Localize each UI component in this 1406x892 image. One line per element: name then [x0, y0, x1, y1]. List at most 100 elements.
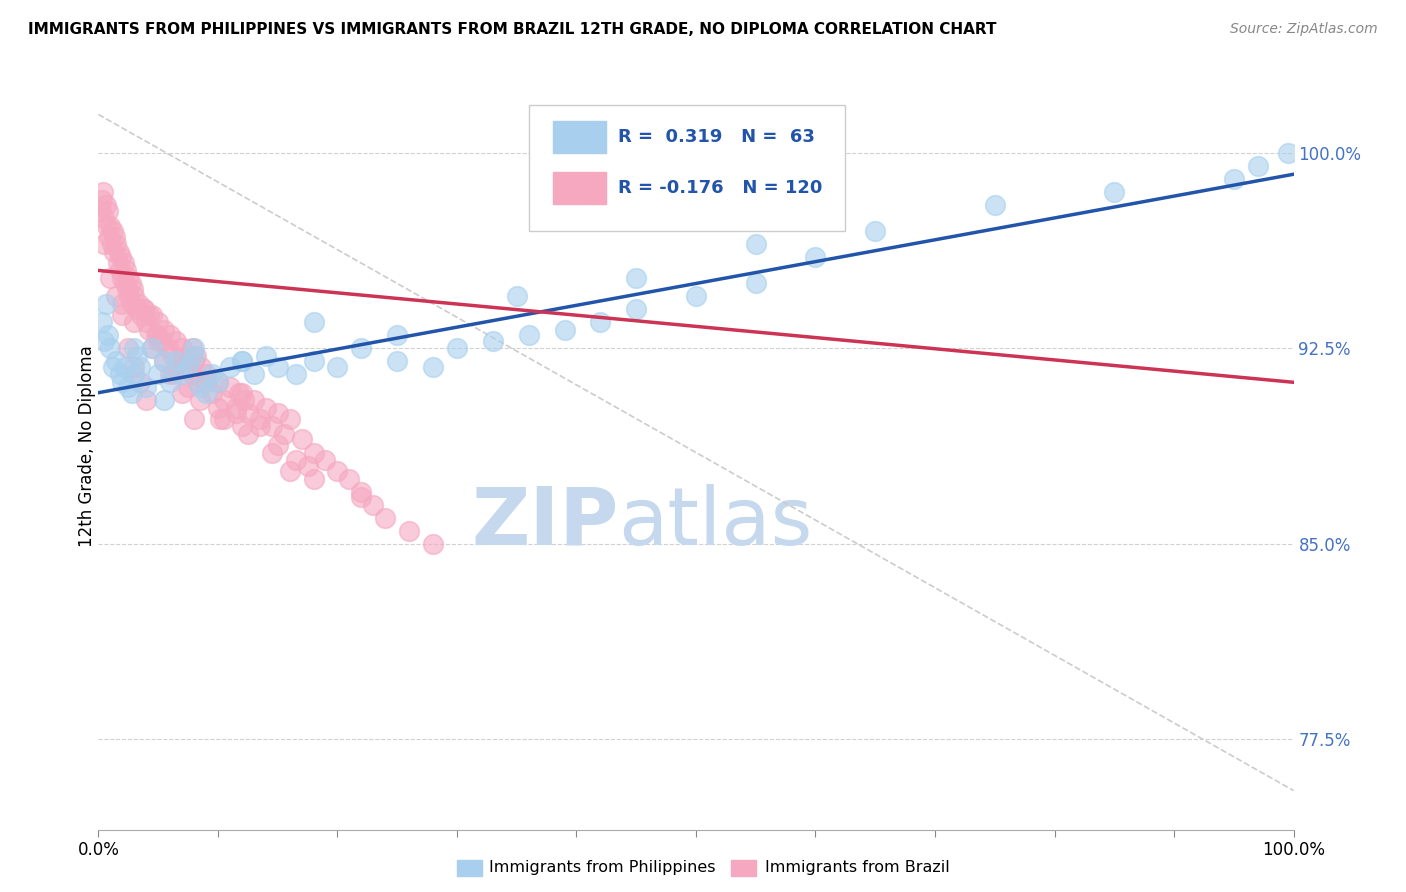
Point	[131, 308, 153, 322]
Point	[685, 289, 707, 303]
Point	[93, 211, 115, 226]
Point	[98, 229, 121, 244]
Point	[302, 471, 325, 485]
Point	[145, 328, 167, 343]
Point	[117, 342, 139, 356]
Point	[105, 289, 128, 303]
Point	[148, 316, 170, 330]
Point	[231, 385, 253, 400]
Point	[132, 302, 155, 317]
Point	[165, 359, 187, 374]
Point	[169, 354, 191, 368]
Point	[201, 368, 224, 382]
Point	[385, 354, 409, 368]
Point	[315, 453, 337, 467]
Point	[172, 342, 194, 356]
Point	[93, 334, 115, 348]
Text: ZIP: ZIP	[471, 483, 619, 562]
Text: R = -0.176   N = 120: R = -0.176 N = 120	[619, 179, 823, 197]
Point	[183, 411, 205, 425]
Point	[121, 385, 143, 400]
Point	[260, 419, 283, 434]
Point	[267, 359, 290, 374]
Point	[149, 334, 172, 348]
Point	[91, 186, 114, 200]
Point	[302, 445, 325, 459]
Point	[804, 251, 827, 265]
Point	[117, 380, 139, 394]
Point	[165, 354, 187, 368]
Point	[385, 328, 409, 343]
Point	[326, 464, 349, 478]
Point	[128, 297, 150, 311]
Point	[111, 297, 134, 311]
Point	[422, 536, 444, 550]
Point	[148, 334, 170, 348]
Point	[135, 393, 157, 408]
Point	[984, 198, 1007, 212]
Point	[219, 359, 242, 374]
Point	[98, 271, 122, 285]
Point	[111, 271, 134, 285]
Point	[153, 354, 176, 368]
Point	[93, 237, 115, 252]
Point	[122, 282, 145, 296]
Text: IMMIGRANTS FROM PHILIPPINES VS IMMIGRANTS FROM BRAZIL 12TH GRADE, NO DIPLOMA COR: IMMIGRANTS FROM PHILIPPINES VS IMMIGRANT…	[28, 22, 997, 37]
Point	[267, 438, 290, 452]
Point	[94, 297, 117, 311]
Point	[219, 380, 242, 394]
Point	[363, 498, 385, 512]
Point	[231, 354, 253, 368]
Point	[129, 359, 152, 374]
Text: atlas: atlas	[619, 483, 813, 562]
Point	[1247, 160, 1270, 174]
Point	[195, 368, 218, 382]
Point	[97, 328, 120, 343]
Point	[110, 251, 132, 265]
Point	[132, 302, 155, 317]
Point	[138, 308, 160, 322]
FancyBboxPatch shape	[529, 104, 845, 231]
Point	[177, 359, 200, 374]
Point	[141, 308, 163, 322]
Point	[589, 316, 612, 330]
Point	[212, 393, 235, 408]
Point	[183, 349, 205, 363]
Point	[115, 263, 138, 277]
Point	[284, 368, 307, 382]
Point	[101, 359, 124, 374]
Point	[101, 224, 124, 238]
Point	[209, 411, 232, 425]
Point	[228, 385, 250, 400]
Point	[243, 393, 266, 408]
Point	[260, 445, 283, 459]
Point	[124, 316, 146, 330]
Point	[207, 401, 229, 416]
Point	[278, 464, 301, 478]
Point	[115, 282, 138, 296]
Point	[267, 407, 290, 421]
Point	[339, 471, 361, 485]
Point	[326, 359, 349, 374]
Point	[159, 328, 181, 343]
Point	[482, 334, 505, 348]
Point	[108, 263, 131, 277]
Point	[135, 316, 157, 330]
Point	[626, 302, 648, 317]
Point	[186, 349, 208, 363]
Point	[165, 334, 187, 348]
Point	[121, 297, 143, 311]
Point	[1104, 186, 1126, 200]
Point	[626, 271, 648, 285]
Point	[225, 401, 247, 416]
Point	[231, 419, 253, 434]
Point	[125, 349, 148, 363]
Point	[236, 427, 259, 442]
Point	[350, 490, 373, 504]
Point	[124, 342, 146, 356]
Point	[124, 359, 146, 374]
Point	[187, 376, 209, 390]
Point	[153, 354, 176, 368]
Point	[96, 219, 118, 234]
Point	[114, 359, 136, 374]
